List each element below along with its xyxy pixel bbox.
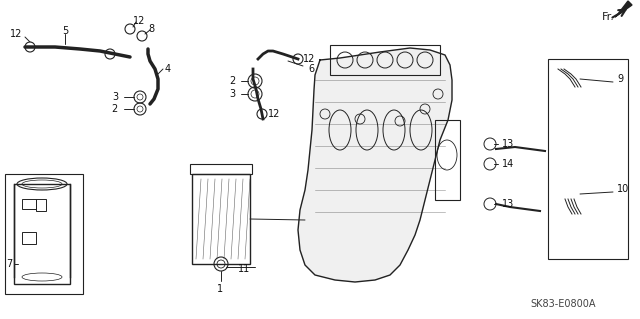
Bar: [22, 199, 36, 209]
Bar: [36, 199, 46, 211]
Polygon shape: [298, 48, 452, 282]
Text: 11: 11: [238, 264, 250, 274]
Bar: [22, 232, 36, 244]
Text: 12: 12: [133, 16, 145, 26]
Bar: [5, 174, 83, 294]
Text: 12: 12: [303, 54, 316, 64]
Text: Fr.: Fr.: [602, 12, 615, 22]
Text: 6: 6: [308, 64, 314, 74]
Bar: [190, 164, 252, 174]
Text: 4: 4: [165, 64, 171, 74]
Bar: [192, 174, 250, 264]
Text: 3: 3: [229, 89, 235, 99]
Text: 1: 1: [217, 284, 223, 294]
Text: SK83-E0800A: SK83-E0800A: [530, 299, 595, 309]
Text: 7: 7: [6, 259, 12, 269]
Text: 14: 14: [502, 159, 515, 169]
Polygon shape: [615, 1, 632, 17]
Text: 13: 13: [502, 199, 515, 209]
Text: 5: 5: [62, 26, 68, 36]
Text: 2: 2: [228, 76, 235, 86]
Bar: [14, 184, 70, 284]
Bar: [435, 120, 460, 200]
Text: 12: 12: [268, 109, 280, 119]
Text: 8: 8: [148, 24, 154, 34]
Text: 9: 9: [617, 74, 623, 84]
Bar: [330, 45, 440, 75]
Text: 10: 10: [617, 184, 629, 194]
Text: 12: 12: [10, 29, 22, 39]
Text: 3: 3: [112, 92, 118, 102]
Text: 2: 2: [112, 104, 118, 114]
Bar: [548, 59, 628, 259]
Text: 13: 13: [502, 139, 515, 149]
